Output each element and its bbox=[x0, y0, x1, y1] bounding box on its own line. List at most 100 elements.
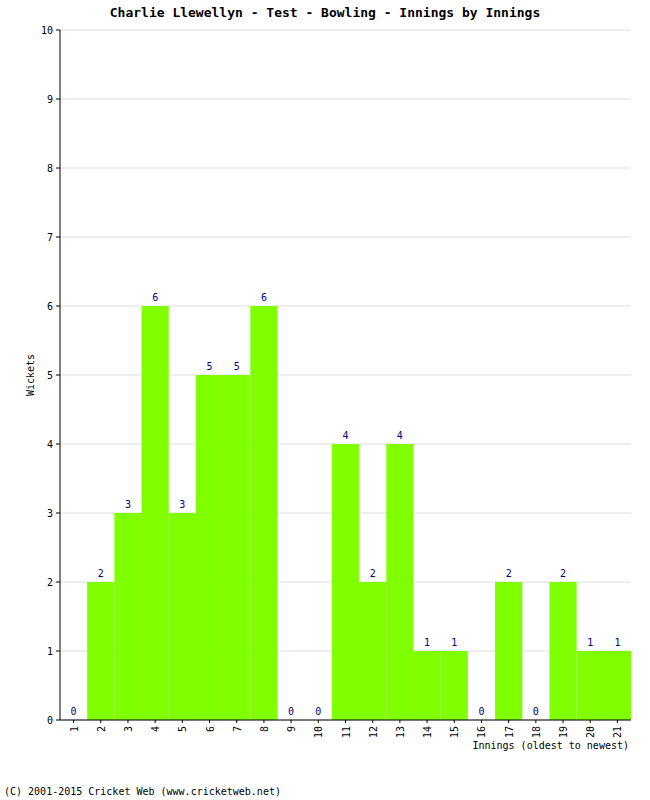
x-tick bbox=[73, 720, 74, 723]
x-tick bbox=[399, 720, 400, 723]
bar bbox=[495, 582, 522, 720]
y-tick bbox=[56, 30, 60, 31]
x-tick-label: 16 bbox=[476, 726, 487, 738]
data-label: 1 bbox=[424, 637, 430, 648]
y-tick bbox=[56, 513, 60, 514]
x-tick-label: 1 bbox=[69, 726, 80, 732]
x-tick bbox=[127, 720, 128, 723]
x-tick bbox=[182, 720, 183, 723]
grid-line bbox=[60, 168, 631, 169]
background bbox=[0, 0, 650, 800]
x-tick-label: 4 bbox=[150, 726, 161, 732]
y-tick-label: 10 bbox=[41, 25, 53, 36]
data-label: 5 bbox=[207, 361, 213, 372]
x-tick-label: 6 bbox=[205, 726, 216, 732]
grid-line bbox=[60, 99, 631, 100]
data-label: 2 bbox=[370, 568, 376, 579]
y-tick bbox=[56, 651, 60, 652]
bar bbox=[413, 651, 440, 720]
x-tick bbox=[563, 720, 564, 723]
data-label: 0 bbox=[71, 706, 77, 717]
y-tick bbox=[56, 444, 60, 445]
x-tick-label: 11 bbox=[341, 726, 352, 738]
bar bbox=[250, 306, 277, 720]
grid-line bbox=[60, 237, 631, 238]
data-label: 0 bbox=[533, 706, 539, 717]
x-tick bbox=[454, 720, 455, 723]
x-tick bbox=[318, 720, 319, 723]
bar bbox=[87, 582, 114, 720]
data-label: 3 bbox=[179, 499, 185, 510]
x-tick bbox=[100, 720, 101, 723]
grid-line bbox=[60, 30, 631, 31]
x-tick bbox=[155, 720, 156, 723]
y-tick-label: 9 bbox=[47, 94, 53, 105]
x-tick-label: 3 bbox=[123, 726, 134, 732]
data-label: 4 bbox=[342, 430, 348, 441]
x-tick bbox=[508, 720, 509, 723]
y-tick-label: 7 bbox=[47, 232, 53, 243]
x-tick-label: 18 bbox=[531, 726, 542, 738]
data-label: 5 bbox=[234, 361, 240, 372]
x-tick bbox=[481, 720, 482, 723]
data-label: 1 bbox=[451, 637, 457, 648]
x-tick-label: 21 bbox=[612, 726, 623, 738]
bar bbox=[142, 306, 169, 720]
bar bbox=[549, 582, 576, 720]
x-tick-label: 10 bbox=[313, 726, 324, 738]
data-label: 0 bbox=[288, 706, 294, 717]
bar bbox=[386, 444, 413, 720]
y-tick-label: 4 bbox=[47, 439, 53, 450]
bar bbox=[441, 651, 468, 720]
data-label: 2 bbox=[98, 568, 104, 579]
y-tick-label: 8 bbox=[47, 163, 53, 174]
data-label: 0 bbox=[478, 706, 484, 717]
bar bbox=[169, 513, 196, 720]
data-label: 2 bbox=[560, 568, 566, 579]
y-tick-label: 0 bbox=[47, 715, 53, 726]
data-label: 6 bbox=[152, 292, 158, 303]
chart: 0123456789100236355600424110202111234567… bbox=[0, 0, 650, 800]
copyright: (C) 2001-2015 Cricket Web (www.cricketwe… bbox=[4, 786, 281, 797]
x-tick-label: 14 bbox=[422, 726, 433, 738]
x-tick bbox=[590, 720, 591, 723]
x-axis-label: Innings (oldest to newest) bbox=[472, 740, 629, 751]
y-tick-label: 2 bbox=[47, 577, 53, 588]
y-tick-label: 1 bbox=[47, 646, 53, 657]
bar bbox=[114, 513, 141, 720]
x-tick bbox=[209, 720, 210, 723]
bars bbox=[87, 306, 631, 720]
x-tick bbox=[372, 720, 373, 723]
x-tick bbox=[263, 720, 264, 723]
data-label: 6 bbox=[261, 292, 267, 303]
x-tick-label: 8 bbox=[259, 726, 270, 732]
x-tick-label: 5 bbox=[177, 726, 188, 732]
y-tick bbox=[56, 720, 60, 721]
y-tick bbox=[56, 375, 60, 376]
x-tick bbox=[427, 720, 428, 723]
data-label: 2 bbox=[506, 568, 512, 579]
x-tick-label: 7 bbox=[232, 726, 243, 732]
y-tick bbox=[56, 306, 60, 307]
bar bbox=[223, 375, 250, 720]
x-tick-label: 2 bbox=[96, 726, 107, 732]
bar bbox=[196, 375, 223, 720]
x-tick bbox=[535, 720, 536, 723]
x-tick bbox=[236, 720, 237, 723]
x-tick bbox=[617, 720, 618, 723]
bar bbox=[332, 444, 359, 720]
y-axis bbox=[60, 30, 61, 720]
y-tick-label: 3 bbox=[47, 508, 53, 519]
y-axis-label: Wickets bbox=[25, 354, 36, 396]
y-tick bbox=[56, 582, 60, 583]
y-tick-label: 6 bbox=[47, 301, 53, 312]
x-tick bbox=[291, 720, 292, 723]
y-tick-label: 5 bbox=[47, 370, 53, 381]
title: Charlie Llewellyn - Test - Bowling - Inn… bbox=[110, 5, 540, 20]
x-tick-label: 12 bbox=[368, 726, 379, 738]
x-tick-label: 15 bbox=[449, 726, 460, 738]
x-tick-label: 13 bbox=[395, 726, 406, 738]
x-tick-label: 20 bbox=[585, 726, 596, 738]
bar bbox=[359, 582, 386, 720]
data-label: 1 bbox=[587, 637, 593, 648]
